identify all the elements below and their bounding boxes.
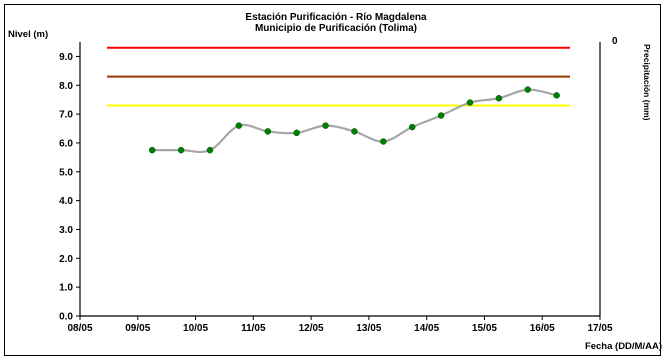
right-axis-tick-label: 0	[612, 36, 618, 47]
data-point	[553, 92, 560, 99]
data-point	[495, 94, 503, 102]
chart-frame	[4, 4, 661, 356]
data-point	[148, 146, 156, 154]
y-tick-label: 7.0	[59, 110, 73, 121]
x-tick-label: 11/05	[241, 323, 266, 334]
x-tick-label: 13/05	[356, 323, 381, 334]
data-point	[293, 129, 300, 137]
x-tick-label: 12/05	[299, 323, 324, 334]
y-tick-label: 0.0	[59, 312, 73, 323]
chart-subtitle: Municipio de Purificación (Tolima)	[255, 23, 417, 34]
y-tick-label: 3.0	[59, 225, 73, 236]
y-tick-label: 6.0	[59, 138, 73, 149]
y-tick-label: 4.0	[59, 196, 73, 207]
y-tick-label: 8.0	[59, 81, 73, 92]
y-ticks: 0.0 1.0 2.0 3.0 4.0 5.0 6.0 7.0 8.0 9.0	[59, 52, 80, 323]
data-point	[408, 123, 416, 131]
y-tick-label: 5.0	[59, 167, 73, 178]
y-tick-label: 9.0	[59, 52, 73, 63]
x-tick-label: 17/05	[587, 323, 612, 334]
chart-title: Estación Purificación - Río Magdalena	[245, 12, 427, 23]
x-tick-label: 14/05	[414, 323, 439, 334]
plot-area	[79, 42, 601, 317]
data-point	[177, 146, 185, 154]
x-tick-label: 10/05	[183, 323, 208, 334]
data-point	[322, 122, 329, 129]
threshold-lines	[107, 46, 570, 107]
y-axis-label: Nivel (m)	[8, 29, 48, 40]
x-tick-label: 15/05	[472, 323, 497, 334]
right-axis-label: Precipitación (mm)	[642, 44, 652, 121]
data-point	[466, 99, 474, 106]
data-point	[264, 128, 272, 135]
data-point	[206, 146, 214, 154]
x-tick-label: 16/05	[530, 323, 555, 334]
data-point	[524, 86, 532, 93]
data-point	[351, 128, 358, 135]
data-point	[437, 112, 445, 119]
data-point	[235, 122, 243, 129]
x-axis-label: Fecha (DD/M/AA)	[585, 341, 662, 352]
x-tick-label: 09/05	[125, 323, 150, 334]
data-point	[380, 138, 387, 145]
y-tick-label: 2.0	[59, 254, 73, 265]
x-tick-label: 08/05	[67, 323, 92, 334]
x-ticks: 08/05 09/05 10/05 11/05 12/05 13/05 14/05 15/05…	[67, 316, 613, 334]
y-tick-label: 1.0	[59, 283, 73, 294]
series-level	[148, 86, 560, 154]
